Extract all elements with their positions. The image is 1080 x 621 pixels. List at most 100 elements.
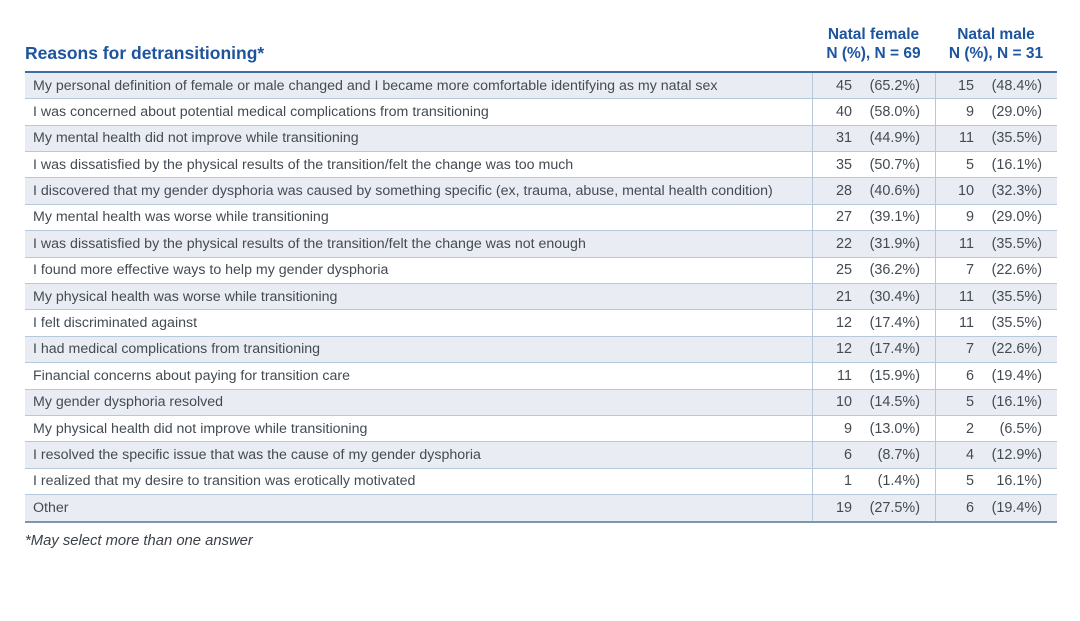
table-row: I found more effective ways to help my g… bbox=[25, 257, 1057, 284]
male-pct-value: (6.5%) bbox=[999, 420, 1042, 437]
male-n-value: 10 bbox=[957, 183, 974, 200]
reason-cell: I found more effective ways to help my g… bbox=[33, 262, 389, 279]
male-pct-value: (19.4%) bbox=[991, 367, 1042, 384]
natal-female-cell: 21 (30.4%) bbox=[812, 283, 935, 310]
male-n-value: 7 bbox=[965, 262, 974, 279]
reason-cell: I was dissatisfied by the physical resul… bbox=[33, 235, 586, 252]
table-row: I discovered that my gender dysphoria wa… bbox=[25, 178, 1057, 205]
female-n-value: 28 bbox=[835, 183, 852, 200]
male-n-value: 11 bbox=[959, 288, 974, 305]
reasons-table: My personal definition of female or male… bbox=[25, 70, 1057, 524]
male-pct-value: (19.4%) bbox=[991, 500, 1042, 517]
table-row: My mental health was worse while transit… bbox=[25, 204, 1057, 232]
natal-male-cell: 2 (6.5%) bbox=[935, 415, 1057, 442]
male-pct-value: (29.0%) bbox=[991, 103, 1042, 120]
female-pct-value: (50.7%) bbox=[869, 156, 920, 173]
natal-male-cell: 6 (19.4%) bbox=[935, 495, 1057, 522]
reason-cell: My mental health did not improve while t… bbox=[33, 130, 359, 147]
table-row: I resolved the specific issue that was t… bbox=[25, 442, 1057, 469]
female-pct-value: (17.4%) bbox=[869, 315, 920, 332]
reason-cell: My gender dysphoria resolved bbox=[33, 394, 224, 411]
natal-male-cell: 10 (32.3%) bbox=[935, 178, 1057, 204]
natal-male-cell: 11 (35.5%) bbox=[935, 310, 1057, 336]
natal-female-cell: 45 (65.2%) bbox=[812, 72, 935, 99]
female-n-value: 10 bbox=[835, 394, 852, 411]
natal-female-cell: 11 (15.9%) bbox=[812, 363, 935, 389]
reason-cell: My personal definition of female or male… bbox=[33, 77, 718, 94]
natal-female-cell: 6 (8.7%) bbox=[812, 442, 935, 468]
female-pct-value: (40.6%) bbox=[869, 183, 920, 200]
natal-male-cell: 7 (22.6%) bbox=[935, 257, 1057, 283]
male-pct-value: (16.1%) bbox=[991, 394, 1042, 411]
male-pct-value: (35.5%) bbox=[991, 235, 1042, 252]
female-n-value: 12 bbox=[835, 315, 852, 332]
natal-female-cell: 9 (13.0%) bbox=[812, 415, 935, 442]
natal-female-n-label: N (%), N = 69 bbox=[826, 44, 921, 62]
reason-cell: I resolved the specific issue that was t… bbox=[33, 446, 481, 463]
male-pct-value: 16.1%) bbox=[996, 473, 1042, 490]
reason-cell: My mental health was worse while transit… bbox=[33, 209, 329, 226]
natal-female-cell: 19 (27.5%) bbox=[812, 495, 935, 522]
female-n-value: 35 bbox=[835, 156, 852, 173]
natal-female-cell: 27 (39.1%) bbox=[812, 204, 935, 231]
reason-cell: Financial concerns about paying for tran… bbox=[33, 367, 351, 384]
female-n-value: 6 bbox=[843, 446, 852, 463]
natal-female-cell: 1 (1.4%) bbox=[812, 468, 935, 495]
table-row: Other 19 (27.5%) 6 (19.4%) bbox=[25, 495, 1057, 522]
female-n-value: 40 bbox=[835, 103, 852, 120]
female-pct-value: (14.5%) bbox=[869, 394, 920, 411]
natal-male-n-label: N (%), N = 31 bbox=[948, 44, 1044, 62]
male-pct-value: (29.0%) bbox=[991, 209, 1042, 226]
natal-female-cell: 10 (14.5%) bbox=[812, 389, 935, 415]
reason-cell: I felt discriminated against bbox=[33, 315, 198, 332]
male-pct-value: (16.1%) bbox=[991, 156, 1042, 173]
male-n-value: 6 bbox=[965, 500, 974, 517]
male-pct-value: (12.9%) bbox=[991, 446, 1042, 463]
female-n-value: 11 bbox=[837, 367, 852, 384]
table-row: I realized that my desire to transition … bbox=[25, 468, 1057, 496]
table-title: Reasons for detransitioning* bbox=[25, 42, 265, 63]
male-n-value: 5 bbox=[965, 394, 974, 411]
female-pct-value: (31.9%) bbox=[869, 235, 920, 252]
natal-female-cell: 22 (31.9%) bbox=[812, 231, 935, 257]
table-row: My personal definition of female or male… bbox=[25, 72, 1057, 100]
female-pct-value: (1.4%) bbox=[877, 473, 920, 490]
table-row: My physical health was worse while trans… bbox=[25, 283, 1057, 311]
female-n-value: 1 bbox=[843, 473, 852, 490]
table-row: I was dissatisfied by the physical resul… bbox=[25, 231, 1057, 258]
natal-female-label: Natal female bbox=[827, 26, 920, 43]
table-row: My mental health did not improve while t… bbox=[25, 125, 1057, 152]
table-row: Financial concerns about paying for tran… bbox=[25, 363, 1057, 390]
reason-cell: My physical health was worse while trans… bbox=[33, 288, 338, 305]
natal-female-cell: 12 (17.4%) bbox=[812, 310, 935, 336]
female-pct-value: (36.2%) bbox=[869, 262, 920, 279]
natal-male-cell: 11 (35.5%) bbox=[935, 231, 1057, 257]
natal-male-cell: 7 (22.6%) bbox=[935, 336, 1057, 363]
natal-male-cell: 11 (35.5%) bbox=[935, 283, 1057, 310]
natal-male-cell: 11 (35.5%) bbox=[935, 125, 1057, 151]
table-header: Reasons for detransitioning* Natal femal… bbox=[25, 26, 1057, 71]
table-footnote: *May select more than one answer bbox=[25, 533, 253, 550]
female-pct-value: (39.1%) bbox=[869, 209, 920, 226]
female-n-value: 27 bbox=[835, 209, 852, 226]
male-pct-value: (35.5%) bbox=[991, 315, 1042, 332]
female-n-value: 9 bbox=[843, 420, 852, 437]
female-n-value: 19 bbox=[835, 500, 852, 517]
reason-cell: My physical health did not improve while… bbox=[33, 420, 368, 437]
male-n-value: 9 bbox=[965, 209, 974, 226]
table-row: I had medical complications from transit… bbox=[25, 336, 1057, 364]
reason-cell: I was dissatisfied by the physical resul… bbox=[33, 156, 574, 173]
female-pct-value: (13.0%) bbox=[869, 420, 920, 437]
male-n-value: 15 bbox=[957, 77, 974, 94]
female-n-value: 45 bbox=[835, 77, 852, 94]
reason-cell: I realized that my desire to transition … bbox=[33, 473, 416, 490]
male-n-value: 5 bbox=[965, 473, 974, 490]
natal-male-cell: 5 16.1%) bbox=[935, 468, 1057, 495]
column-header-natal-male: Natal male N (%), N = 31 bbox=[935, 26, 1057, 64]
natal-male-cell: 4 (12.9%) bbox=[935, 442, 1057, 468]
male-n-value: 11 bbox=[959, 235, 974, 252]
female-n-value: 25 bbox=[835, 262, 852, 279]
male-pct-value: (22.6%) bbox=[991, 341, 1042, 358]
natal-female-cell: 31 (44.9%) bbox=[812, 125, 935, 151]
male-n-value: 2 bbox=[965, 420, 974, 437]
